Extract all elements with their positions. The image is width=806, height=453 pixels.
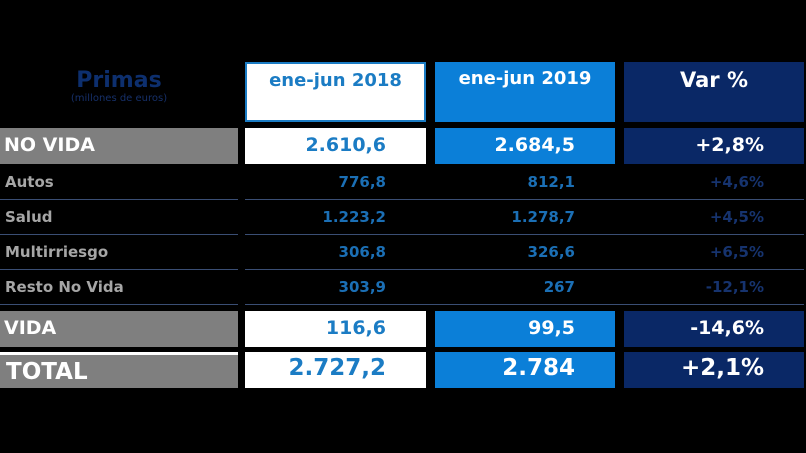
row-label-total: TOTAL xyxy=(0,352,238,388)
multirriesgo-2018: 306,8 xyxy=(338,243,386,261)
resto-2018: 303,9 xyxy=(338,278,386,296)
primas-subtitle: (millones de euros) xyxy=(70,93,168,104)
resto-2019: 267 xyxy=(543,278,575,296)
row-label-autos: Autos xyxy=(5,173,54,191)
row-label-resto: Resto No Vida xyxy=(5,278,124,296)
divider xyxy=(0,269,238,270)
header-2018: ene-jun 2018 xyxy=(245,62,426,122)
total-2019: 2.784 xyxy=(435,352,615,388)
divider xyxy=(245,199,804,200)
multirriesgo-var: +6,5% xyxy=(709,243,764,261)
row-label-vida: VIDA xyxy=(0,311,238,347)
no-vida-2018: 2.610,6 xyxy=(245,128,426,164)
row-label-no-vida: NO VIDA xyxy=(0,128,238,164)
no-vida-var: +2,8% xyxy=(624,128,804,164)
total-2018: 2.727,2 xyxy=(245,352,426,388)
autos-2018: 776,8 xyxy=(338,173,386,191)
autos-2019: 812,1 xyxy=(527,173,575,191)
divider xyxy=(245,269,804,270)
resto-var: -12,1% xyxy=(705,278,764,296)
vida-2019: 99,5 xyxy=(435,311,615,347)
salud-2019: 1.278,7 xyxy=(511,208,575,226)
no-vida-2019: 2.684,5 xyxy=(435,128,615,164)
divider xyxy=(245,234,804,235)
header-2019: ene-jun 2019 xyxy=(435,62,615,122)
salud-2018: 1.223,2 xyxy=(322,208,386,226)
divider xyxy=(0,199,238,200)
vida-var: -14,6% xyxy=(624,311,804,347)
salud-var: +4,5% xyxy=(709,208,764,226)
row-label-salud: Salud xyxy=(5,208,53,226)
total-var: +2,1% xyxy=(624,352,804,388)
multirriesgo-2019: 326,6 xyxy=(527,243,575,261)
divider xyxy=(0,234,238,235)
divider xyxy=(0,304,238,305)
row-label-multirriesgo: Multirriesgo xyxy=(5,243,109,261)
primas-heading: Primas (millones de euros) xyxy=(0,68,238,104)
divider xyxy=(245,304,804,305)
vida-2018: 116,6 xyxy=(245,311,426,347)
header-var: Var % xyxy=(624,62,804,122)
primas-title: Primas xyxy=(76,68,162,93)
autos-var: +4,6% xyxy=(709,173,764,191)
